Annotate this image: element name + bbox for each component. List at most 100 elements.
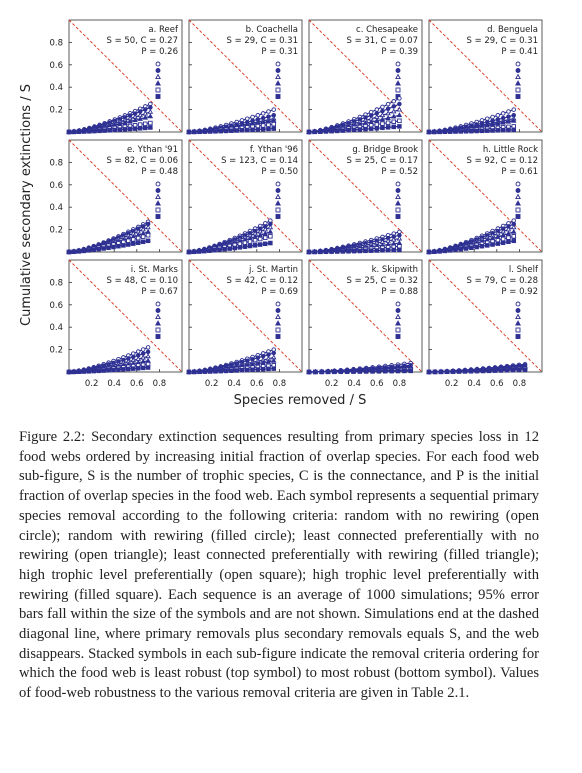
marker: [117, 127, 123, 132]
marker: [227, 246, 232, 251]
marker: [426, 369, 432, 375]
marker: [148, 125, 153, 130]
marker: [147, 108, 154, 114]
marker: [155, 188, 161, 193]
panel-title: b. Coachella: [246, 25, 298, 35]
marker: [395, 61, 401, 67]
marker: [142, 114, 149, 120]
marker: [255, 113, 261, 118]
x-tick-label: 0.2: [205, 379, 219, 389]
marker: [511, 117, 517, 123]
marker: [87, 129, 92, 134]
marker: [357, 369, 363, 374]
marker: [275, 313, 281, 320]
panel-overlap: P = 0.69: [261, 287, 298, 297]
marker: [318, 249, 323, 255]
marker: [500, 232, 506, 238]
panel-overlap: P = 0.61: [501, 167, 538, 177]
marker: [155, 320, 161, 326]
marker: [376, 369, 382, 374]
marker: [135, 235, 141, 241]
marker: [395, 188, 401, 193]
panel-stats: S = 42, C = 0.12: [226, 276, 298, 286]
panel-title: c. Chesapeake: [356, 25, 418, 35]
marker: [207, 369, 213, 374]
y-tick-label: 0.4: [49, 323, 63, 333]
marker: [450, 369, 456, 374]
marker: [397, 247, 402, 253]
marker: [266, 126, 271, 132]
marker: [275, 73, 281, 80]
marker: [389, 368, 394, 374]
marker: [515, 188, 521, 193]
marker: [515, 87, 521, 93]
marker: [447, 129, 453, 134]
marker: [323, 249, 329, 255]
marker: [145, 365, 151, 370]
y-tick-label: 0.2: [49, 226, 63, 236]
marker: [408, 368, 413, 374]
marker: [275, 308, 281, 313]
marker: [511, 127, 517, 133]
marker: [370, 369, 375, 374]
marker: [380, 125, 385, 131]
marker: [116, 243, 121, 249]
marker: [106, 245, 111, 251]
marker: [338, 369, 344, 375]
marker: [101, 368, 106, 373]
marker: [140, 239, 146, 245]
marker: [490, 242, 495, 247]
marker: [515, 301, 521, 307]
marker: [202, 129, 208, 134]
marker: [490, 114, 495, 120]
y-tick-label: 0.2: [49, 346, 63, 356]
marker: [140, 354, 146, 360]
sequence: [306, 247, 402, 255]
marker: [116, 367, 121, 372]
marker: [257, 232, 263, 238]
marker: [232, 245, 238, 251]
marker: [511, 234, 517, 239]
marker: [363, 126, 368, 132]
marker: [257, 236, 263, 242]
panel-frame: [68, 19, 183, 133]
marker: [383, 369, 388, 374]
marker: [96, 368, 101, 374]
x-tick-label: 0.6: [130, 379, 144, 389]
marker: [515, 207, 521, 213]
marker: [374, 107, 380, 112]
marker: [463, 246, 469, 251]
x-tick-label: 0.6: [490, 379, 504, 389]
marker: [395, 181, 401, 187]
marker: [202, 369, 208, 374]
marker: [498, 368, 504, 373]
sequence: [66, 238, 151, 255]
marker: [213, 369, 218, 374]
marker: [396, 112, 403, 118]
marker: [250, 367, 255, 373]
marker: [257, 242, 263, 247]
diagonal: [308, 19, 423, 133]
marker: [223, 128, 229, 134]
x-tick-label: 0.2: [445, 379, 459, 389]
panel-frame: [428, 259, 543, 373]
marker: [474, 128, 479, 134]
marker: [395, 327, 401, 333]
marker: [155, 87, 161, 93]
marker: [480, 368, 486, 374]
panel-title: k. Skipwith: [372, 265, 418, 275]
marker: [132, 117, 138, 123]
marker: [368, 126, 374, 131]
panel-overlap: P = 0.52: [381, 167, 418, 177]
marker: [131, 237, 136, 242]
marker: [340, 128, 346, 133]
panel-frame: [68, 139, 183, 253]
marker: [492, 368, 498, 373]
y-tick-label: 0.6: [49, 181, 63, 191]
marker: [265, 358, 272, 364]
x-tick-label: 0.4: [107, 379, 121, 389]
marker: [82, 129, 87, 134]
sequence: [66, 125, 153, 135]
marker: [426, 129, 432, 135]
